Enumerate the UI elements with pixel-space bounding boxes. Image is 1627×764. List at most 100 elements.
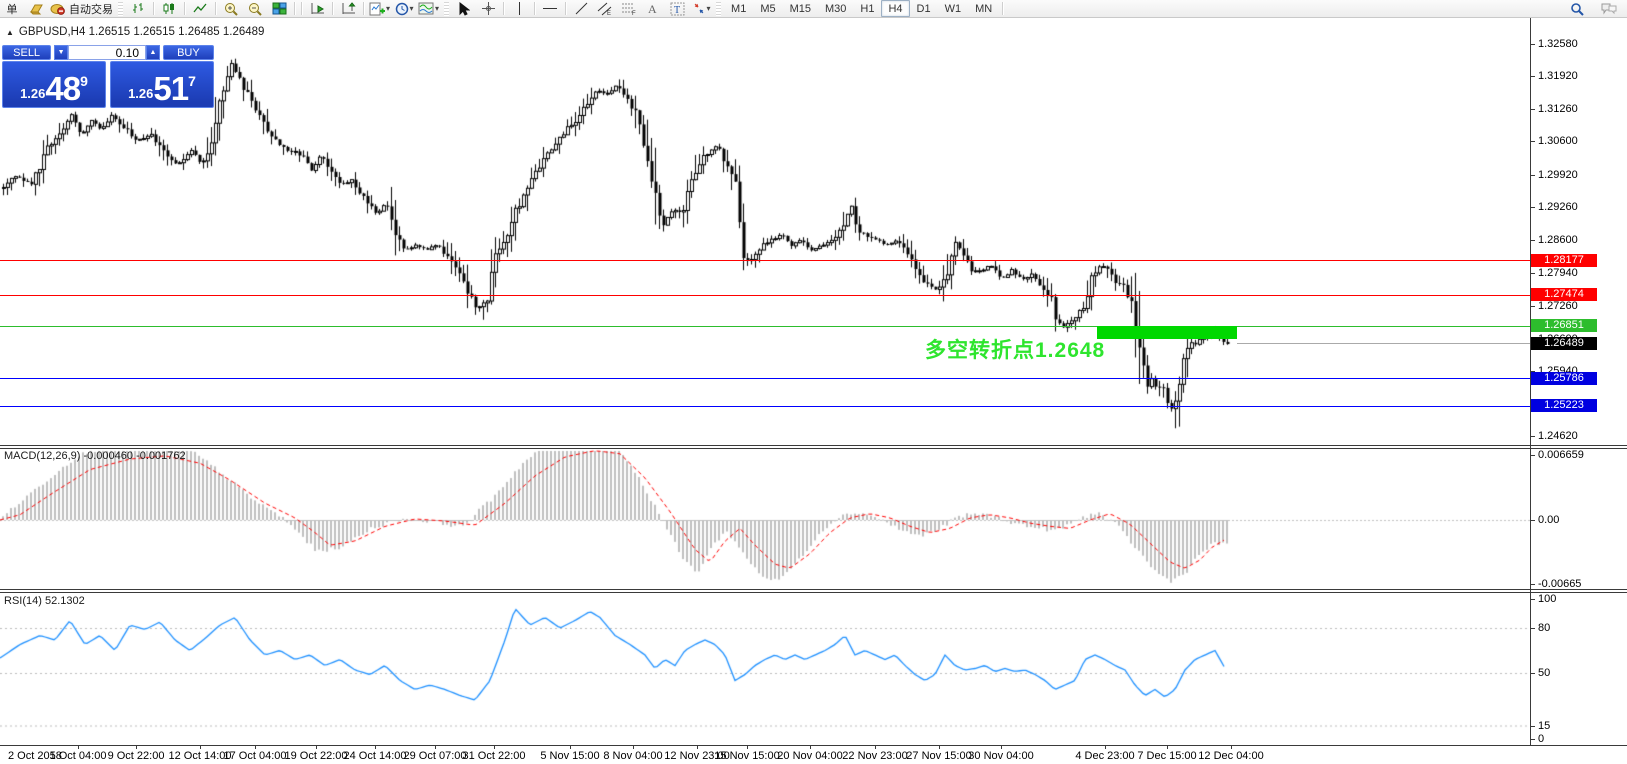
cursor-icon[interactable]	[452, 1, 476, 17]
time-axis-label: 2 Oct 2018	[8, 750, 62, 762]
autotrade-button[interactable]: 自动交易	[48, 1, 115, 17]
new-order-label: 单	[6, 3, 18, 16]
collapse-arrow-icon[interactable]: ▲	[6, 28, 14, 37]
level-line-1-25223[interactable]	[0, 405, 1530, 407]
timeframe-button-h1[interactable]: H1	[860, 2, 875, 15]
sell-price-display[interactable]: 1.26 48 9	[2, 61, 106, 108]
sell-button[interactable]: SELL	[2, 45, 52, 60]
timeframe-button-m1[interactable]: M1	[731, 2, 747, 15]
time-axis-label: 9 Oct 22:00	[107, 750, 165, 762]
zoom-in-icon[interactable]	[219, 1, 243, 17]
search-icon[interactable]	[1565, 1, 1589, 17]
zoom-out-icon[interactable]	[243, 1, 267, 17]
new-order-button[interactable]: 单	[0, 1, 24, 17]
chart-shift-icon[interactable]	[336, 1, 360, 17]
sell-price-big: 48	[45, 70, 81, 107]
line-chart-icon[interactable]	[188, 1, 212, 17]
tile-windows-icon[interactable]	[267, 1, 291, 17]
timeframe-button-w1[interactable]: W1	[944, 2, 962, 15]
new-chart-icon[interactable]	[24, 1, 48, 17]
current-price-axis-label: 1.26489	[1531, 336, 1597, 350]
price-tick-mark	[1531, 306, 1535, 307]
time-axis-label: 24 Oct 14:00	[343, 750, 407, 762]
buy-price-display[interactable]: 1.26 51 7	[110, 61, 214, 108]
buy-button[interactable]: BUY	[162, 45, 214, 60]
time-axis-tick	[1001, 746, 1002, 749]
rsi-tick-label: 50	[1538, 667, 1551, 679]
price-tick-label: 1.27940	[1538, 266, 1578, 279]
timeframe-button-mn[interactable]: MN	[975, 2, 993, 15]
periods-dropdown-arrow[interactable]: ▾	[409, 4, 414, 13]
macd-panel-canvas[interactable]	[0, 449, 1530, 590]
buy-price-pip: 7	[188, 73, 196, 89]
main-toolbar: 单 自动交易	[0, 0, 1627, 18]
templates-icon[interactable]: ▾	[416, 1, 441, 17]
indicators-icon[interactable]: ▾	[367, 1, 392, 17]
time-axis-label: 30 Nov 04:00	[968, 750, 1034, 762]
rsi-panel-canvas[interactable]	[0, 593, 1530, 745]
text-icon[interactable]: A	[641, 1, 665, 17]
panel-separator[interactable]	[0, 445, 1627, 446]
channel-icon[interactable]: E	[593, 1, 617, 17]
toolbar-separator	[184, 2, 185, 15]
volume-input[interactable]	[68, 45, 147, 60]
time-axis-label: 4 Dec 23:00	[1075, 750, 1135, 762]
level-line-1-27474[interactable]	[0, 294, 1530, 296]
main-chart-canvas[interactable]	[0, 18, 1530, 446]
fibonacci-icon[interactable]: F	[617, 1, 641, 17]
macd-tick-mark	[1531, 455, 1535, 456]
vertical-line-icon[interactable]	[507, 1, 531, 17]
crosshair-icon[interactable]	[476, 1, 500, 17]
volume-increase-button[interactable]: ▲	[146, 45, 160, 60]
rsi-tick-label: 80	[1538, 622, 1551, 634]
time-axis-tick	[939, 746, 940, 749]
periods-icon[interactable]: ▾	[392, 1, 416, 17]
time-axis-tick	[78, 746, 79, 749]
arrows-dropdown-arrow[interactable]: ▾	[706, 4, 711, 13]
timeframe-button-m30[interactable]: M30	[825, 2, 847, 15]
level-line-1-26851[interactable]	[0, 325, 1530, 327]
svg-text:T: T	[674, 5, 680, 16]
time-axis-tick	[1167, 746, 1168, 749]
time-axis-tick	[633, 746, 634, 749]
volume-decrease-button[interactable]: ▼	[54, 45, 69, 60]
timeframe-button-m5[interactable]: M5	[760, 2, 776, 15]
bars-chart-icon[interactable]	[126, 1, 150, 17]
candles-chart-icon[interactable]	[157, 1, 181, 17]
time-axis-label: 5 Oct 04:00	[49, 750, 107, 762]
symbol-ohlc-text: GBPUSD,H4 1.26515 1.26515 1.26485 1.2648…	[18, 26, 265, 38]
toolbar-separator	[503, 2, 505, 15]
level-line-1-28177[interactable]	[0, 260, 1530, 262]
timeframe-button-d1[interactable]: D1	[916, 2, 931, 15]
time-axis-label: 22 Nov 23:00	[842, 750, 908, 762]
buy-price-big: 51	[153, 70, 189, 107]
panel-separator[interactable]	[0, 589, 1627, 590]
toolbar-separator	[301, 2, 302, 15]
toolbar-grip	[444, 1, 450, 16]
autoscroll-icon[interactable]	[305, 1, 329, 17]
current-price-line	[1237, 343, 1530, 345]
time-axis-tick	[200, 746, 201, 749]
time-axis-tick	[747, 746, 748, 749]
level-axis-label: 1.26851	[1531, 319, 1597, 333]
time-axis-label: 12 Dec 04:00	[1198, 750, 1264, 762]
time-axis-tick	[494, 746, 495, 749]
timeframe-button-m15[interactable]: M15	[789, 2, 811, 15]
highlight-rectangle[interactable]	[1097, 326, 1237, 340]
panel-separator	[0, 448, 1627, 449]
arrows-icon[interactable]: ▾	[689, 1, 713, 17]
indicators-dropdown-arrow[interactable]: ▾	[386, 4, 391, 13]
level-line-1-25786[interactable]	[0, 378, 1530, 380]
comments-icon[interactable]	[1597, 1, 1621, 17]
horizontal-line-icon[interactable]	[538, 1, 562, 17]
toolbar-separator	[534, 2, 536, 15]
pivot-annotation-text[interactable]: 多空转折点1.2648	[925, 339, 1106, 362]
timeframe-button-h4[interactable]: H4	[881, 0, 910, 17]
price-tick-mark	[1531, 76, 1535, 78]
text-label-icon[interactable]: T	[665, 1, 689, 17]
trendline-icon[interactable]	[569, 1, 593, 17]
templates-dropdown-arrow[interactable]: ▾	[435, 4, 440, 13]
time-axis-label: 19 Oct 22:00	[284, 750, 348, 762]
